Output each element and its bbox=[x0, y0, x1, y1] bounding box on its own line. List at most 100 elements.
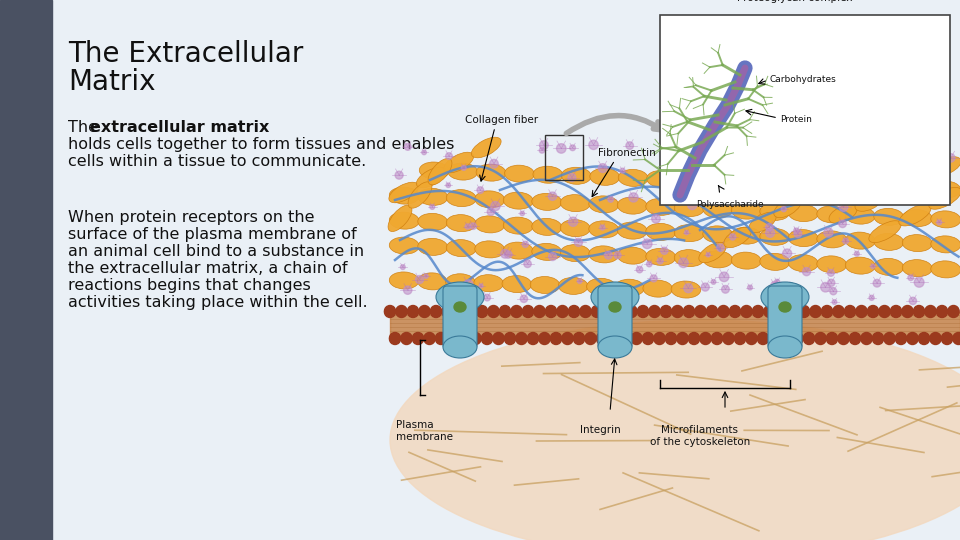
Ellipse shape bbox=[899, 204, 931, 226]
Circle shape bbox=[925, 306, 936, 316]
Ellipse shape bbox=[846, 207, 876, 224]
Ellipse shape bbox=[389, 182, 419, 202]
Ellipse shape bbox=[704, 173, 733, 190]
Circle shape bbox=[650, 275, 658, 282]
Circle shape bbox=[868, 306, 878, 316]
Circle shape bbox=[771, 281, 778, 288]
Ellipse shape bbox=[817, 177, 847, 194]
Ellipse shape bbox=[779, 302, 791, 312]
FancyBboxPatch shape bbox=[598, 286, 632, 349]
Ellipse shape bbox=[446, 190, 476, 207]
Ellipse shape bbox=[749, 212, 777, 233]
Ellipse shape bbox=[418, 188, 447, 205]
Circle shape bbox=[840, 172, 848, 180]
Circle shape bbox=[665, 333, 677, 343]
Circle shape bbox=[690, 198, 696, 204]
Circle shape bbox=[396, 307, 407, 318]
Circle shape bbox=[711, 280, 716, 284]
Circle shape bbox=[505, 251, 512, 258]
Circle shape bbox=[780, 334, 791, 345]
Ellipse shape bbox=[931, 211, 960, 228]
Circle shape bbox=[953, 333, 960, 343]
Circle shape bbox=[585, 333, 596, 343]
Text: Collagen fiber: Collagen fiber bbox=[465, 115, 539, 125]
Circle shape bbox=[684, 284, 693, 293]
Circle shape bbox=[819, 173, 824, 178]
Circle shape bbox=[404, 144, 411, 150]
Circle shape bbox=[718, 307, 729, 318]
Circle shape bbox=[416, 275, 423, 284]
Circle shape bbox=[688, 334, 700, 345]
Circle shape bbox=[430, 205, 435, 210]
Circle shape bbox=[730, 234, 736, 240]
Circle shape bbox=[505, 334, 516, 345]
Circle shape bbox=[908, 275, 914, 281]
Ellipse shape bbox=[933, 157, 960, 176]
Circle shape bbox=[748, 285, 753, 290]
Circle shape bbox=[890, 154, 898, 161]
Circle shape bbox=[947, 153, 955, 162]
Ellipse shape bbox=[420, 162, 449, 179]
Circle shape bbox=[839, 202, 848, 211]
Circle shape bbox=[660, 306, 671, 316]
Circle shape bbox=[445, 153, 452, 159]
Circle shape bbox=[516, 334, 527, 345]
Circle shape bbox=[385, 306, 396, 316]
Circle shape bbox=[614, 252, 621, 259]
Circle shape bbox=[837, 146, 843, 152]
Circle shape bbox=[424, 333, 435, 343]
Text: Protein: Protein bbox=[780, 116, 812, 125]
Circle shape bbox=[470, 333, 481, 343]
Circle shape bbox=[401, 334, 412, 345]
Ellipse shape bbox=[533, 166, 563, 183]
Circle shape bbox=[942, 334, 952, 345]
Ellipse shape bbox=[446, 214, 476, 232]
FancyBboxPatch shape bbox=[443, 286, 477, 349]
Ellipse shape bbox=[418, 273, 447, 290]
Circle shape bbox=[907, 333, 918, 343]
Circle shape bbox=[810, 306, 821, 316]
Circle shape bbox=[723, 333, 734, 343]
Bar bbox=[390, 0, 960, 540]
Circle shape bbox=[833, 307, 844, 318]
Ellipse shape bbox=[846, 257, 876, 274]
Ellipse shape bbox=[817, 256, 847, 273]
Circle shape bbox=[792, 334, 803, 345]
Circle shape bbox=[794, 228, 800, 234]
Circle shape bbox=[568, 307, 580, 318]
Circle shape bbox=[591, 306, 603, 316]
Circle shape bbox=[854, 251, 859, 256]
Ellipse shape bbox=[760, 174, 790, 192]
FancyBboxPatch shape bbox=[768, 286, 802, 349]
Circle shape bbox=[629, 193, 638, 202]
Circle shape bbox=[873, 334, 883, 345]
Circle shape bbox=[799, 307, 809, 318]
Ellipse shape bbox=[929, 187, 960, 210]
Circle shape bbox=[413, 334, 423, 345]
Circle shape bbox=[765, 228, 775, 238]
Circle shape bbox=[442, 306, 453, 316]
Circle shape bbox=[636, 266, 643, 273]
FancyBboxPatch shape bbox=[660, 15, 950, 205]
Ellipse shape bbox=[646, 248, 676, 265]
Circle shape bbox=[672, 306, 683, 316]
Circle shape bbox=[711, 334, 723, 345]
Circle shape bbox=[930, 334, 941, 345]
Circle shape bbox=[695, 306, 706, 316]
Ellipse shape bbox=[428, 158, 452, 185]
Circle shape bbox=[925, 307, 936, 318]
Circle shape bbox=[548, 192, 557, 200]
Circle shape bbox=[827, 334, 837, 345]
Circle shape bbox=[746, 333, 757, 343]
Circle shape bbox=[403, 286, 412, 294]
Ellipse shape bbox=[699, 242, 726, 262]
Ellipse shape bbox=[788, 205, 818, 221]
Circle shape bbox=[562, 334, 573, 345]
Circle shape bbox=[482, 333, 492, 343]
Circle shape bbox=[557, 306, 568, 316]
Ellipse shape bbox=[618, 170, 648, 186]
Ellipse shape bbox=[505, 165, 535, 182]
Circle shape bbox=[550, 333, 562, 343]
Circle shape bbox=[491, 201, 500, 211]
Circle shape bbox=[716, 244, 724, 252]
